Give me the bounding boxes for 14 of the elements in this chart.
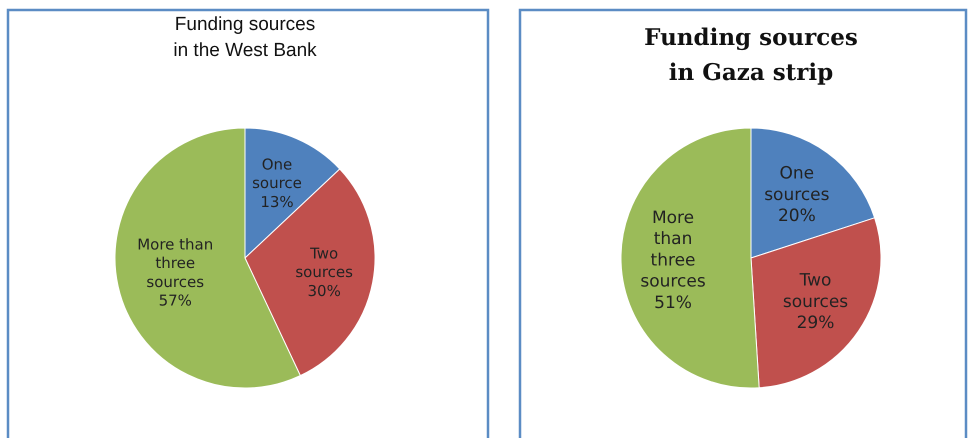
- data-label: 13%: [260, 192, 294, 211]
- slice-label: Two sources: [782, 270, 848, 312]
- slice-label: More than three sources: [640, 208, 706, 292]
- data-label: 51%: [654, 292, 692, 313]
- slice-label: One sources: [764, 163, 830, 205]
- data-label: 30%: [308, 282, 341, 300]
- data-label: 29%: [796, 312, 834, 333]
- slice-label: One source: [252, 155, 302, 192]
- data-label: 57%: [158, 292, 192, 310]
- slice-label: Two sources: [295, 244, 354, 282]
- chart-title: Funding sources in the West Bank: [173, 14, 318, 61]
- slice-label: More than three sources: [137, 236, 214, 292]
- chart-title: Funding sources in Gaza strip: [644, 24, 858, 86]
- data-label: 20%: [778, 206, 816, 226]
